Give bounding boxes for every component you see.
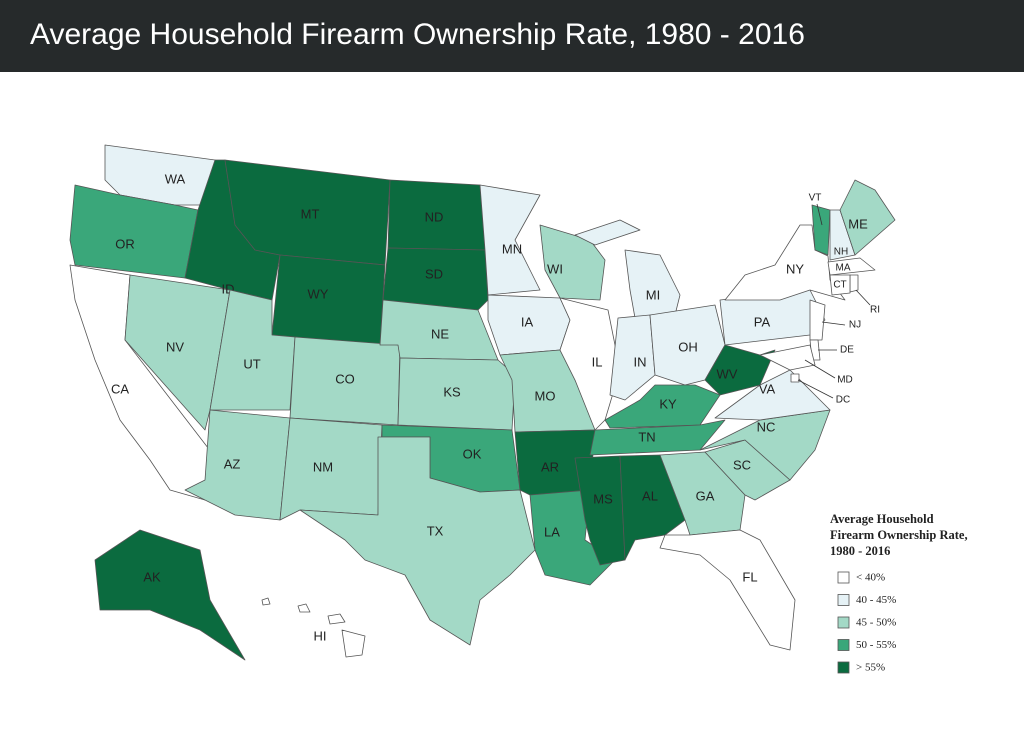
legend-swatch — [837, 594, 850, 606]
leader-line — [797, 379, 834, 399]
state-label: VT — [809, 193, 822, 204]
state-shape — [724, 224, 846, 301]
state-label: NE — [431, 326, 449, 341]
state-label: AR — [541, 459, 559, 474]
state-label: WI — [547, 261, 563, 276]
state-shape — [124, 274, 231, 431]
state-label: ME — [848, 216, 868, 231]
state-shape — [829, 274, 851, 296]
leader-line — [855, 289, 871, 306]
state-label: MT — [301, 206, 320, 221]
state-label: KY — [659, 396, 677, 411]
legend-swatch — [837, 639, 850, 651]
state-label: MS — [593, 491, 613, 506]
state-label: OH — [678, 339, 698, 354]
legend-title: 1980 - 2016 — [830, 544, 890, 558]
state-label: NC — [757, 419, 776, 434]
state-shape — [790, 373, 800, 383]
state-shape — [574, 219, 641, 246]
state-label: NH — [834, 247, 848, 258]
state-label: NV — [166, 339, 184, 354]
state-label: GA — [696, 488, 715, 503]
state-label: NY — [786, 261, 804, 276]
state-label: OR — [115, 236, 135, 251]
state-label: MO — [535, 388, 556, 403]
legend-label: 50 - 55% — [856, 639, 896, 651]
state-shape — [704, 439, 791, 501]
state-label: MA — [836, 263, 851, 274]
state-label: NJ — [849, 320, 861, 331]
state-label: TX — [427, 523, 444, 538]
state-label: WY — [308, 286, 329, 301]
legend-label: < 40% — [856, 572, 885, 584]
state-shape — [604, 384, 721, 429]
state-shape — [271, 254, 386, 346]
state-label: CT — [833, 280, 846, 291]
state-shape — [849, 274, 859, 293]
legend-label: 40 - 45% — [856, 594, 896, 606]
state-label: AK — [143, 569, 161, 584]
state-label: SC — [733, 457, 751, 472]
state-label: MD — [837, 375, 853, 386]
legend-swatch — [837, 661, 850, 674]
state-shape — [297, 603, 311, 613]
state-label: RI — [870, 305, 880, 316]
state-label: WA — [165, 171, 186, 186]
state-shape — [327, 613, 346, 625]
leader-line — [821, 321, 846, 326]
state-shape — [759, 344, 816, 371]
state-label: MI — [646, 287, 660, 302]
state-label: VA — [759, 381, 776, 396]
state-label: IA — [521, 314, 534, 329]
state-shape — [811, 204, 831, 256]
legend: Average Household Firearm Ownership Rate,… — [830, 512, 968, 674]
state-shape — [299, 436, 536, 646]
state-shape — [624, 249, 681, 319]
state-label: PA — [754, 314, 771, 329]
legend-label: > 55% — [856, 662, 885, 674]
leader-line — [804, 359, 836, 379]
state-label: MN — [502, 241, 522, 256]
state-label: UT — [243, 356, 260, 371]
state-shape — [382, 247, 489, 311]
page-title: Average Household Firearm Ownership Rate… — [30, 18, 805, 51]
state-shape — [589, 419, 726, 456]
state-label: WV — [717, 366, 738, 381]
state-label: SD — [425, 266, 443, 281]
legend-swatch — [837, 571, 850, 584]
state-label: IL — [592, 354, 603, 369]
state-shape — [827, 257, 876, 276]
legend-swatch — [837, 616, 850, 629]
state-shape — [341, 629, 366, 658]
state-label: KS — [443, 384, 461, 399]
legend-label: 45 - 50% — [856, 617, 896, 629]
legend-title: Average Household — [830, 512, 934, 526]
state-label: LA — [544, 524, 560, 539]
state-label: AL — [642, 488, 658, 503]
state-label: TN — [638, 429, 655, 444]
state-label: OK — [463, 446, 482, 461]
state-label: CO — [335, 371, 355, 386]
state-label: DE — [840, 345, 854, 356]
state-label: CA — [111, 381, 129, 396]
state-shape — [479, 184, 541, 296]
state-shape — [261, 597, 271, 606]
state-shape — [659, 529, 796, 651]
state-label: DC — [836, 395, 850, 406]
state-shape — [839, 179, 896, 256]
state-label: AZ — [224, 456, 241, 471]
state-shape — [809, 299, 826, 341]
state-label: IN — [634, 354, 647, 369]
state-label: ND — [425, 209, 444, 224]
leader-line — [816, 203, 823, 226]
title-bar — [0, 0, 1024, 72]
state-label: FL — [742, 569, 757, 584]
legend-title: Firearm Ownership Rate, — [830, 528, 968, 542]
state-shape — [94, 529, 246, 661]
state-shape — [609, 314, 656, 401]
state-label: NM — [313, 459, 333, 474]
state-label: HI — [314, 628, 327, 643]
